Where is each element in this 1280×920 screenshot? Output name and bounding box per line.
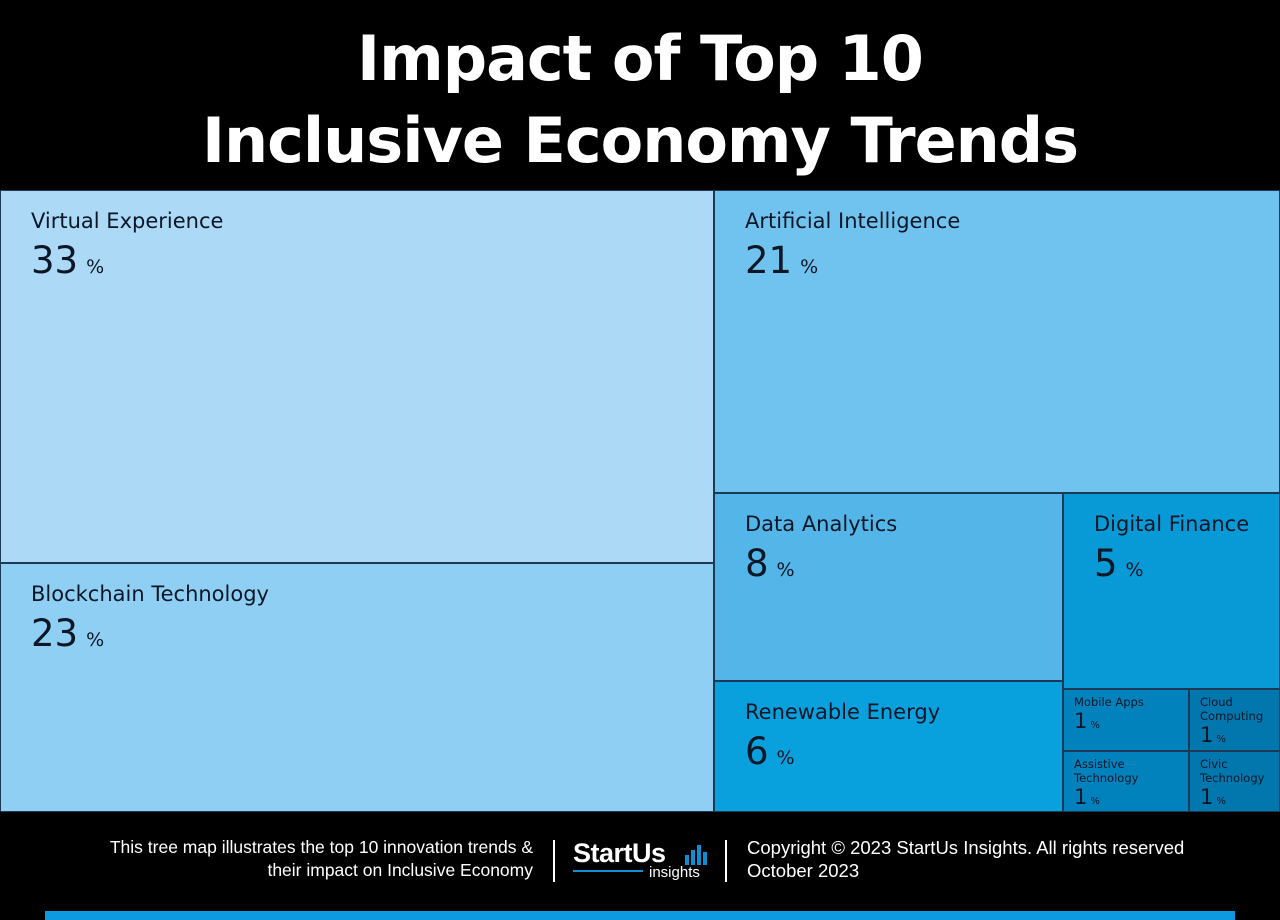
tile-value: 23% (31, 612, 105, 655)
tile-label: Cloud Computing (1200, 695, 1264, 723)
tile-value-unit: % (1090, 720, 1100, 731)
treemap-tile-blockchain-technology: Blockchain Technology 23% (0, 563, 714, 812)
treemap-tile-virtual-experience: Virtual Experience 33% (0, 190, 714, 563)
tile-value-unit: % (86, 629, 105, 651)
treemap-tile-assistive-technology: Assistive Technology 1% (1063, 751, 1189, 812)
chart-title: Impact of Top 10 Inclusive Economy Trend… (0, 18, 1280, 182)
tile-value: 8% (745, 542, 795, 585)
treemap-tile-cloud-computing: Cloud Computing 1% (1189, 689, 1280, 751)
logo-subtext: insights (649, 864, 700, 881)
tile-label: Renewable Energy (745, 700, 941, 724)
tile-label: Artificial Intelligence (745, 209, 961, 233)
tile-value: 1% (1074, 785, 1100, 809)
tile-label: Assistive Technology (1074, 757, 1139, 785)
chart-title-line-2: Inclusive Economy Trends (201, 104, 1079, 177)
tile-value-number: 5 (1094, 542, 1118, 585)
tile-value-number: 21 (745, 239, 793, 282)
tile-value-unit: % (1125, 559, 1144, 581)
treemap: Virtual Experience 33% Blockchain Technolo… (0, 190, 1280, 812)
tile-value: 21% (745, 239, 819, 282)
tile-value-unit: % (776, 559, 795, 581)
footer-copyright: Copyright © 2023 StartUs Insights. All r… (747, 836, 1184, 882)
treemap-tile-artificial-intelligence: Artificial Intelligence 21% (714, 190, 1280, 493)
tile-label: Virtual Experience (31, 209, 224, 233)
tile-value-number: 1 (1200, 785, 1214, 809)
treemap-tile-renewable-energy: Renewable Energy 6% (714, 681, 1063, 812)
tile-value-unit: % (1216, 796, 1226, 807)
treemap-tile-civic-technology: Civic Technology 1% (1189, 751, 1280, 812)
tile-label: Blockchain Technology (31, 582, 269, 606)
treemap-tile-digital-finance: Digital Finance 5% (1063, 493, 1280, 689)
publication-date: October 2023 (747, 860, 860, 881)
treemap-tile-data-analytics: Data Analytics 8% (714, 493, 1063, 681)
bar-chart-icon (685, 845, 707, 865)
tile-value-number: 1 (1074, 785, 1088, 809)
tile-value-number: 33 (31, 239, 79, 282)
startus-insights-logo: StartUs insights (573, 838, 708, 884)
tile-value-unit: % (1216, 734, 1226, 745)
tile-value-number: 1 (1200, 723, 1214, 747)
tile-value: 33% (31, 239, 105, 282)
copyright-text: Copyright © 2023 StartUs Insights. All r… (747, 837, 1185, 858)
tile-value: 5% (1094, 542, 1144, 585)
footer-description-line-1: This tree map illustrates the top 10 inn… (109, 837, 533, 857)
tile-value: 1% (1200, 723, 1226, 747)
tile-value-unit: % (776, 747, 795, 769)
tile-label: Civic Technology (1200, 757, 1265, 785)
footer-description-line-2: their impact on Inclusive Economy (267, 860, 533, 880)
tile-value-unit: % (1090, 796, 1100, 807)
treemap-tile-mobile-apps: Mobile Apps 1% (1063, 689, 1189, 751)
tile-value: 6% (745, 730, 795, 773)
tile-value-unit: % (800, 256, 819, 278)
tile-label: Digital Finance (1094, 512, 1250, 536)
tile-value-number: 6 (745, 730, 769, 773)
tile-value: 1% (1200, 785, 1226, 809)
tile-value-number: 23 (31, 612, 79, 655)
footer: This tree map illustrates the top 10 inn… (0, 812, 1280, 920)
bottom-accent-bar (45, 911, 1235, 920)
logo-underline (573, 870, 643, 872)
footer-description: This tree map illustrates the top 10 inn… (13, 836, 533, 882)
tile-value-unit: % (86, 256, 105, 278)
tile-label: Data Analytics (745, 512, 898, 536)
tile-label: Mobile Apps (1074, 695, 1144, 709)
tile-value-number: 1 (1074, 709, 1088, 733)
tile-value: 1% (1074, 709, 1100, 733)
chart-title-line-1: Impact of Top 10 (357, 22, 924, 95)
footer-divider-right (725, 840, 727, 882)
tile-value-number: 8 (745, 542, 769, 585)
logo-text: StartUs (573, 838, 666, 868)
footer-divider-left (553, 840, 555, 882)
